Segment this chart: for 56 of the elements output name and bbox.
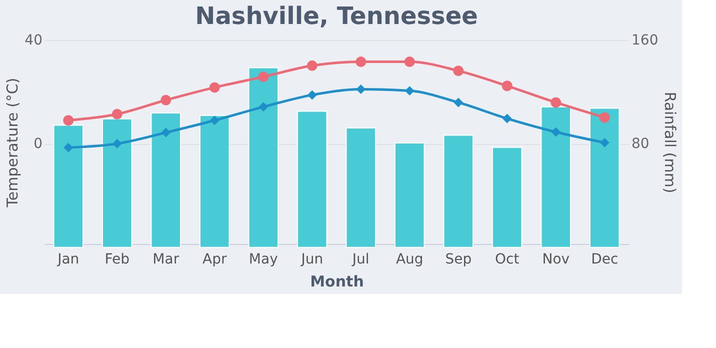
point — [64, 142, 74, 152]
bar — [590, 108, 620, 248]
x-tick-label: Sep — [445, 252, 472, 268]
y2-tick-label: 160 — [632, 32, 658, 48]
x-tick-label: Mar — [152, 252, 180, 268]
y2-tick-label: 80 — [632, 136, 650, 152]
x-tick-label: Dec — [591, 252, 618, 268]
x-tick-label: Jun — [300, 252, 324, 268]
point — [161, 128, 171, 138]
y-tick-label: 40 — [24, 32, 42, 48]
bar — [394, 142, 425, 248]
x-tick-label: Jan — [56, 252, 80, 268]
point — [404, 56, 415, 68]
bar — [346, 128, 376, 248]
x-tick-label: Nov — [542, 252, 570, 268]
point — [112, 108, 122, 120]
point — [454, 98, 464, 108]
bar — [540, 106, 571, 248]
x-tick-label: May — [248, 252, 278, 268]
point — [258, 102, 268, 112]
x-tick-label: Feb — [104, 252, 130, 268]
chart-title: Nashville, Tennessee — [195, 2, 478, 30]
point — [210, 116, 220, 126]
point — [160, 94, 172, 106]
bar — [53, 124, 84, 248]
point — [404, 86, 414, 96]
y2-axis-title: Rainfall (mm) — [661, 92, 680, 194]
point — [502, 80, 512, 92]
bar — [492, 146, 522, 248]
point — [209, 82, 220, 93]
point — [453, 66, 464, 76]
x-tick-label: Jul — [351, 252, 370, 268]
point — [502, 114, 512, 124]
point — [307, 90, 317, 100]
point — [550, 97, 562, 108]
y-tick-label: 0 — [34, 136, 42, 152]
point — [258, 72, 269, 82]
bar — [150, 112, 181, 248]
bar — [297, 110, 328, 248]
y-axis-title: Temperature (°C) — [4, 78, 22, 208]
point — [112, 138, 122, 148]
bar — [200, 115, 230, 248]
x-tick-label: Aug — [396, 252, 424, 268]
point — [599, 112, 610, 123]
x-tick-label: Apr — [202, 252, 227, 268]
point — [306, 60, 318, 71]
x-tick-label: Oct — [495, 252, 520, 268]
x-axis-title: Month — [310, 272, 364, 290]
point — [600, 138, 610, 148]
bar — [102, 118, 132, 248]
point — [356, 84, 366, 94]
point — [63, 115, 74, 126]
point — [356, 56, 366, 68]
bar — [248, 67, 278, 248]
bar — [443, 134, 474, 248]
point — [551, 127, 561, 137]
